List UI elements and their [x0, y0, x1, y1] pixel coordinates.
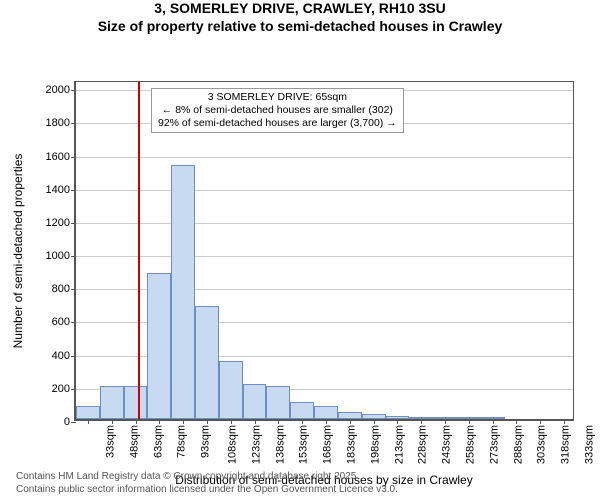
ytick-mark	[71, 289, 76, 290]
footer-line2: Contains public sector information licen…	[16, 484, 398, 497]
y-axis-label: Number of semi-detached properties	[11, 154, 25, 349]
title-line2: Size of property relative to semi-detach…	[0, 18, 600, 36]
chart-title: 3, SOMERLEY DRIVE, CRAWLEY, RH10 3SU Siz…	[0, 0, 600, 35]
xtick-mark	[445, 419, 446, 424]
property-marker-line	[138, 82, 140, 419]
histogram-bar	[266, 386, 290, 419]
xtick-label: 138sqm	[274, 425, 286, 464]
ytick-mark	[71, 157, 76, 158]
grid-line	[76, 157, 573, 158]
plot-area: 020040060080010001200140016001800200033s…	[74, 81, 574, 421]
xtick-mark	[374, 419, 375, 424]
histogram-bar	[433, 417, 457, 419]
xtick-label: 33sqm	[104, 425, 116, 458]
title-line1: 3, SOMERLEY DRIVE, CRAWLEY, RH10 3SU	[0, 0, 600, 18]
ytick-label: 1400	[46, 184, 70, 196]
ytick-mark	[71, 422, 76, 423]
xtick-label: 63sqm	[152, 425, 164, 458]
histogram-bar	[386, 416, 410, 419]
annotation-line: ← 8% of semi-detached houses are smaller…	[158, 104, 397, 117]
xtick-label: 228sqm	[417, 425, 429, 464]
grid-line	[76, 256, 573, 257]
xtick-mark	[421, 419, 422, 424]
ytick-label: 1800	[46, 117, 70, 129]
ytick-mark	[71, 389, 76, 390]
xtick-label: 198sqm	[369, 425, 381, 464]
histogram-bar	[147, 273, 171, 419]
histogram-bar	[100, 386, 124, 419]
xtick-label: 288sqm	[512, 425, 524, 464]
ytick-mark	[71, 256, 76, 257]
footer-credits: Contains HM Land Registry data © Crown c…	[0, 471, 406, 496]
histogram-bar	[171, 165, 195, 419]
xtick-mark	[540, 419, 541, 424]
ytick-label: 600	[52, 316, 70, 328]
histogram-bar	[219, 361, 243, 419]
histogram-bar	[76, 406, 100, 419]
ytick-label: 400	[52, 350, 70, 362]
xtick-mark	[397, 419, 398, 424]
xtick-label: 303sqm	[536, 425, 548, 464]
xtick-mark	[350, 419, 351, 424]
xtick-mark	[159, 419, 160, 424]
histogram-bar	[195, 306, 219, 419]
xtick-mark	[207, 419, 208, 424]
histogram-bar	[481, 417, 505, 419]
histogram-bar	[124, 386, 148, 419]
ytick-label: 2000	[46, 84, 70, 96]
ytick-label: 1200	[46, 217, 70, 229]
xtick-label: 108sqm	[227, 425, 239, 464]
annotation-line: 92% of semi-detached houses are larger (…	[158, 117, 397, 130]
ytick-mark	[71, 90, 76, 91]
xtick-label: 48sqm	[128, 425, 140, 458]
histogram-bar	[338, 412, 362, 419]
footer-line1: Contains HM Land Registry data © Crown c…	[16, 471, 398, 484]
ytick-mark	[71, 123, 76, 124]
histogram-bar	[457, 417, 481, 419]
ytick-label: 1600	[46, 151, 70, 163]
annotation-line: 3 SOMERLEY DRIVE: 65sqm	[158, 91, 397, 104]
xtick-label: 78sqm	[176, 425, 188, 458]
xtick-mark	[302, 419, 303, 424]
histogram-bar	[290, 402, 314, 419]
xtick-label: 318sqm	[560, 425, 572, 464]
xtick-mark	[112, 419, 113, 424]
xtick-label: 153sqm	[298, 425, 310, 464]
xtick-label: 273sqm	[488, 425, 500, 464]
histogram-bar	[409, 417, 433, 419]
xtick-mark	[278, 419, 279, 424]
xtick-label: 333sqm	[584, 425, 596, 464]
ytick-mark	[71, 190, 76, 191]
xtick-mark	[469, 419, 470, 424]
xtick-mark	[493, 419, 494, 424]
xtick-mark	[88, 419, 89, 424]
xtick-label: 168sqm	[322, 425, 334, 464]
annotation-box: 3 SOMERLEY DRIVE: 65sqm← 8% of semi-deta…	[151, 88, 404, 133]
xtick-mark	[255, 419, 256, 424]
xtick-label: 123sqm	[250, 425, 262, 464]
xtick-label: 183sqm	[346, 425, 358, 464]
xtick-mark	[326, 419, 327, 424]
histogram-bar	[243, 384, 267, 419]
xtick-mark	[183, 419, 184, 424]
xtick-label: 93sqm	[200, 425, 212, 458]
histogram-bar	[314, 406, 338, 419]
xtick-label: 213sqm	[393, 425, 405, 464]
grid-line	[76, 190, 573, 191]
xtick-mark	[136, 419, 137, 424]
xtick-mark	[231, 419, 232, 424]
ytick-label: 0	[64, 416, 70, 428]
grid-line	[76, 223, 573, 224]
ytick-label: 800	[52, 283, 70, 295]
xtick-mark	[516, 419, 517, 424]
ytick-mark	[71, 223, 76, 224]
ytick-mark	[71, 322, 76, 323]
ytick-mark	[71, 356, 76, 357]
ytick-label: 200	[52, 383, 70, 395]
ytick-label: 1000	[46, 250, 70, 262]
xtick-mark	[564, 419, 565, 424]
xtick-label: 243sqm	[441, 425, 453, 464]
xtick-label: 258sqm	[465, 425, 477, 464]
histogram-bar	[362, 414, 386, 419]
